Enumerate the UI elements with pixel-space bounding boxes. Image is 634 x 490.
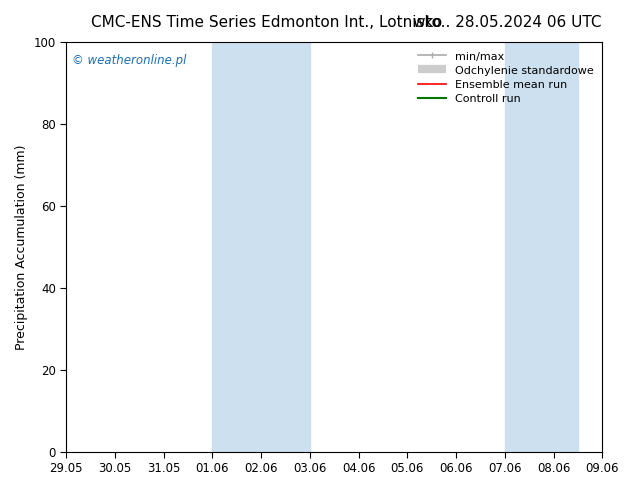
- Text: CMC-ENS Time Series Edmonton Int., Lotnisko: CMC-ENS Time Series Edmonton Int., Lotni…: [91, 15, 442, 30]
- Text: © weatheronline.pl: © weatheronline.pl: [72, 54, 186, 67]
- Legend: min/max, Odchylenie standardowe, Ensemble mean run, Controll run: min/max, Odchylenie standardowe, Ensembl…: [415, 48, 597, 107]
- Bar: [505, 42, 578, 452]
- Text: wto.. 28.05.2024 06 UTC: wto.. 28.05.2024 06 UTC: [413, 15, 602, 30]
- Bar: [212, 42, 310, 452]
- Y-axis label: Precipitation Accumulation (mm): Precipitation Accumulation (mm): [15, 144, 28, 349]
